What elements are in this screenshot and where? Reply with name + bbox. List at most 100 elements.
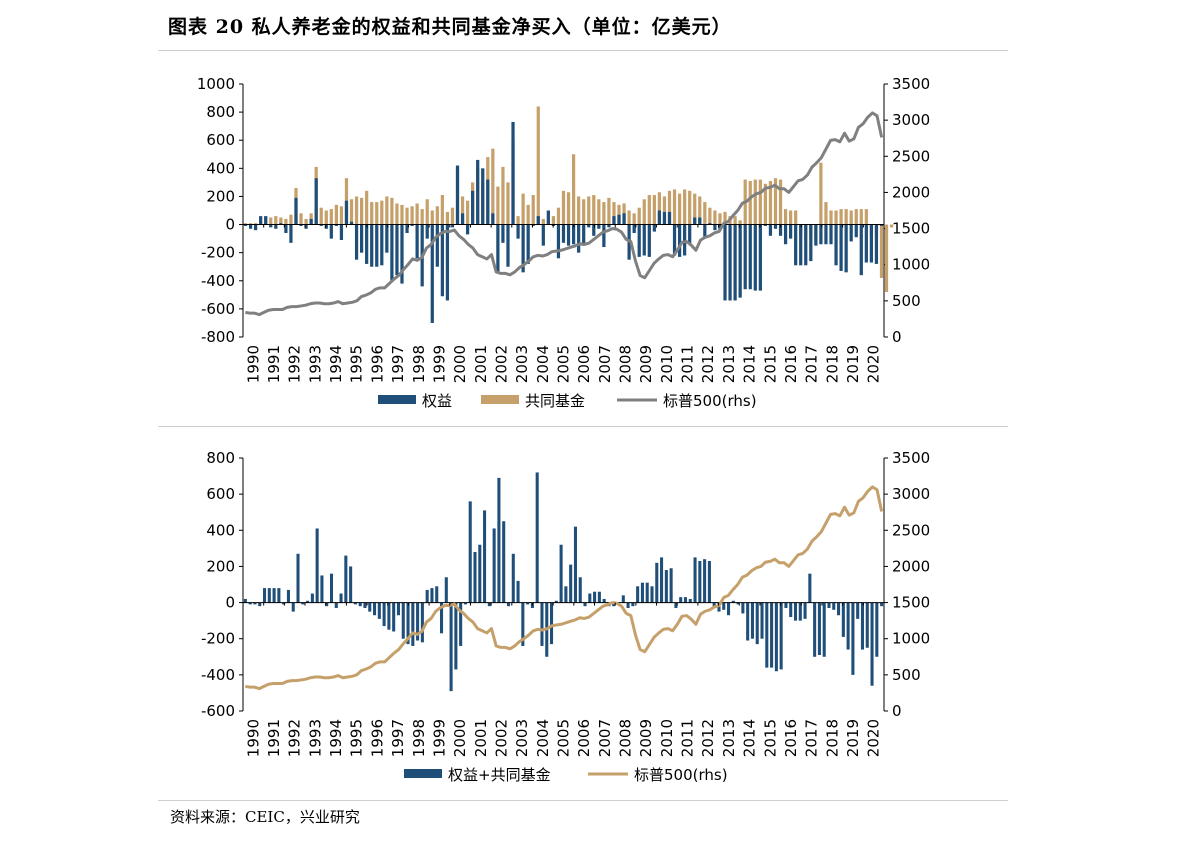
combined-bar [717,602,721,612]
combined-bar [459,602,463,646]
equity-bar [844,224,848,273]
equity-bar [465,224,470,235]
fund-bar [859,209,863,225]
fund-bar [274,216,278,225]
y-tick-label: 200 [206,557,235,575]
fund-bar [243,223,248,225]
combined-bar [506,602,511,607]
equity-bar [344,200,349,225]
x-tick-label: 1990 [244,345,262,383]
combined-bar [741,602,745,614]
fund-bar [380,200,384,225]
combined-bar [516,580,520,603]
equity-bar [748,224,752,290]
x-tick-label: 2000 [451,345,469,383]
y-tick-label: -400 [201,272,235,290]
x-tick-label: 2010 [658,719,676,757]
x-tick-label: 2017 [803,345,821,383]
equity-bar [622,213,626,225]
fund-bar [854,209,858,225]
equity-bar [582,224,586,246]
combined-bar [770,602,774,668]
equity-bar [819,224,823,245]
equity-bar [662,211,667,225]
x-tick-label: 2018 [823,345,841,383]
combined-bar [478,544,482,603]
fund-bar [304,218,308,225]
combined-bar [502,521,506,603]
fund-bar [844,209,848,225]
combined-bar [243,598,247,603]
combined-bar [258,602,262,607]
combined-bar [382,602,386,627]
chart-divider [158,426,1008,427]
equity-bar [733,224,737,301]
combined-bar [325,602,329,607]
equity-bar [693,217,697,225]
combined-bar [573,526,577,603]
combined-bar [334,602,338,608]
equity-bar [854,224,858,238]
equity-bar [460,213,465,225]
equity-bar [708,223,712,225]
equity-bar [395,224,399,276]
combined-bar [779,602,783,670]
y-tick-label: -200 [201,630,235,648]
combined-bar [746,602,750,641]
combined-bar [817,602,821,655]
y2-tick-label: 3000 [892,485,930,503]
combined-bar [564,586,568,603]
fund-bar [667,190,672,225]
combined-bar [569,564,573,603]
legend-equity-label: 权益 [422,392,452,410]
x-tick-label: 2005 [555,719,573,757]
x-tick-label: 2008 [617,719,635,757]
fund-bar [279,217,283,225]
fund-bar [561,190,566,225]
combined-bar [808,573,812,603]
x-tick-label: 2014 [741,719,759,757]
fund-bar [577,196,581,225]
fund-bar [365,190,369,225]
fund-bar [612,202,616,225]
fund-bar [526,204,530,225]
x-tick-label: 2013 [720,719,738,757]
fund-bar [783,209,788,225]
x-tick-label: 2020 [865,345,883,383]
combined-bar [703,559,707,603]
equity-bar [360,224,364,253]
combined-bar [416,602,420,641]
legend-fund-label: 共同基金 [525,392,585,410]
x-tick-label: 2009 [637,719,655,757]
combined-bar [449,602,453,692]
fund-bar [703,202,707,225]
fund-bar [531,195,535,225]
x-tick-label: 1992 [286,345,304,383]
equity-bar [339,224,344,241]
fund-bar [657,192,662,225]
combined-bar [837,602,841,616]
combined-bar [406,602,410,645]
combined-bar [329,573,334,603]
combined-bar [396,602,400,616]
combined-bar [540,602,544,646]
y-tick-label: 0 [225,216,235,234]
equity-bar [274,224,278,229]
x-tick-label: 1997 [389,345,407,383]
combined-bar [636,586,640,603]
equity-bar [789,224,793,239]
y2-tick-label: 3500 [892,449,930,467]
y-tick-label: 400 [206,521,235,539]
fund-bar [864,209,868,225]
x-tick-label: 2003 [513,719,531,757]
x-tick-label: 1999 [430,719,448,757]
equity-bar [768,224,773,236]
combined-bar [660,557,664,603]
chart-combined: 8006004002000-200-400-600350030002500200… [201,449,930,784]
combined-bar [626,602,630,608]
combined-bar [793,602,798,621]
combined-bar [468,501,472,603]
y2-tick-label: 1000 [892,630,930,648]
equity-bar [647,224,651,257]
equity-bar [849,224,853,242]
